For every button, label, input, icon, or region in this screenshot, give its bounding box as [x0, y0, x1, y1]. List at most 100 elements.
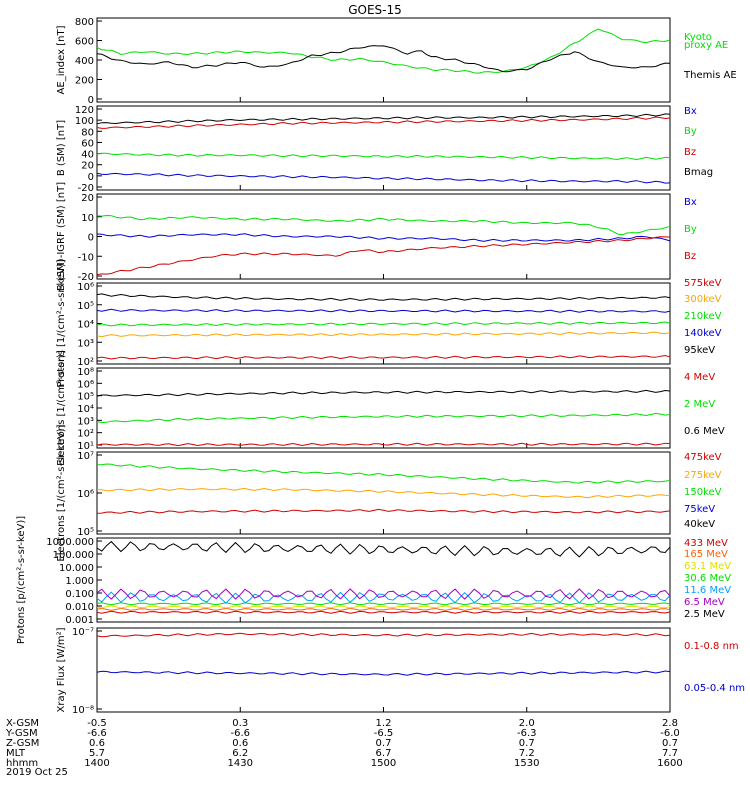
- footer-value: -6.3: [517, 728, 537, 739]
- footer-row-label: Y-GSM: [5, 728, 38, 739]
- series-label: 40keV: [684, 519, 715, 530]
- footer-value: 6.7: [376, 748, 392, 759]
- footer-value: -6.6: [87, 728, 107, 739]
- series-line-2-5-mev: [96, 540, 671, 558]
- y-tick-label: 10²: [77, 429, 94, 440]
- y-tick-label: 100: [75, 116, 94, 127]
- series-line-575kev: [96, 355, 671, 360]
- y-tick-label: 10⁻⁸: [72, 705, 94, 716]
- footer-value: 7.7: [662, 748, 678, 759]
- series-label: 2.5 MeV: [684, 609, 725, 620]
- y-tick-label: 1.000: [65, 576, 94, 587]
- y-tick-label: 10¹: [77, 441, 94, 452]
- panel-4: 10² 10³ 10⁴ 10⁵ 10⁶ Protons [1/(cm²-s-sr-keV)…: [56, 259, 722, 387]
- footer-value: -0.5: [87, 718, 107, 729]
- series-label: By: [684, 224, 697, 235]
- series-line-2-mev: [96, 412, 671, 424]
- series-label: 575keV: [684, 278, 722, 289]
- y-tick-label: 0.001: [65, 615, 94, 626]
- y-tick-label: 10⁴: [77, 320, 94, 331]
- footer-value: 7.2: [519, 748, 535, 759]
- series-line-bx: [96, 233, 671, 242]
- footer-value: 1.2: [376, 718, 392, 729]
- footer-value: 0.6: [232, 738, 248, 749]
- series-line-bz: [96, 116, 671, 129]
- series-label: 6.5 MeV: [684, 597, 725, 608]
- y-tick-label: 0.010: [65, 602, 94, 613]
- series-label: 30.6 MeV: [684, 573, 731, 584]
- series-line-433-mev: [96, 610, 671, 614]
- series-label: By: [684, 126, 697, 137]
- series-line-165-mev: [96, 607, 671, 611]
- footer-value: 0.7: [662, 738, 678, 749]
- y-tick-label: 0: [88, 233, 94, 244]
- footer-value: 1430: [228, 758, 253, 769]
- footer-value: 6.2: [232, 748, 248, 759]
- series-label: 140keV: [684, 328, 722, 339]
- series-label: 0.6 MeV: [684, 426, 725, 437]
- plot-frame: [96, 282, 671, 365]
- series-label: 11.6 MeV: [684, 585, 731, 596]
- y-axis-label: B (SM) [nT]: [56, 120, 67, 176]
- series-line-4-mev: [96, 442, 671, 447]
- series-line-140kev: [96, 308, 671, 313]
- plot-frame: [96, 17, 671, 103]
- series-line-bz: [96, 236, 671, 276]
- y-tick-label: 600: [75, 37, 94, 48]
- footer-value: 2.0: [519, 718, 535, 729]
- y-tick-label: 10³: [77, 416, 94, 427]
- footer-row-label: Z-GSM: [6, 738, 39, 749]
- footer-row-label: MLT: [6, 748, 26, 759]
- series-label: Bx: [684, 106, 697, 117]
- y-tick-label: 40: [81, 150, 94, 161]
- footer-value: 2.8: [662, 718, 678, 729]
- y-tick-label: 0: [88, 95, 94, 106]
- plot-frame: [96, 193, 671, 280]
- y-tick-label: 10⁶: [77, 489, 94, 500]
- series-line-0-1-0-8-nm: [96, 632, 671, 638]
- y-tick-label: -20: [78, 272, 94, 283]
- y-tick-label: 800: [75, 17, 94, 28]
- series-line-475kev: [96, 508, 671, 514]
- y-tick-label: 400: [75, 56, 94, 67]
- series-line-0-05-0-4-nm: [96, 670, 671, 676]
- y-tick-label: 0.100: [65, 589, 94, 600]
- y-tick-label: 10⁵: [77, 392, 94, 403]
- series-label: 150keV: [684, 487, 722, 498]
- series-label: 275keV: [684, 470, 722, 481]
- series-label: 165 MeV: [684, 549, 728, 560]
- footer-row-label: hhmm: [6, 758, 38, 769]
- series-line-by: [96, 214, 671, 236]
- y-tick-label: 20: [81, 161, 94, 172]
- series-label: Bz: [684, 251, 696, 262]
- series-label: 475keV: [684, 452, 722, 463]
- footer-value: 0.7: [376, 738, 392, 749]
- series-line-150kev: [97, 463, 671, 484]
- series-label: 300keV: [684, 294, 722, 305]
- footer-date: 2019 Oct 25: [6, 767, 68, 778]
- series-label: proxy AE: [684, 40, 728, 51]
- y-tick-label: 10⁴: [77, 404, 94, 415]
- y-axis-label: Protons [p/(cm²-s-sr-keV)]: [16, 516, 27, 644]
- footer-value: 0.3: [232, 718, 248, 729]
- footer-value: 1500: [371, 758, 396, 769]
- series-line-30-6-mev: [96, 602, 671, 606]
- y-tick-label: 10.000: [59, 563, 94, 574]
- series-line-11-6-mev: [96, 591, 671, 604]
- footer-value: 0.7: [519, 738, 535, 749]
- series-label: 0.05-0.4 nm: [684, 683, 745, 694]
- panel-6: 10⁵ 10⁶ 10⁷ Electrons [1/(cm²-s-sr-keV)] 475…: [56, 424, 722, 561]
- series-line-210kev: [96, 321, 671, 327]
- series-line-kyoto-proxy-ae: [96, 28, 671, 74]
- y-axis-label: Electrons [1/(cm²-s-sr)]: [56, 350, 67, 466]
- y-tick-label: 10⁵: [77, 527, 94, 538]
- orbit-footer: X-GSM -0.5 0.3 1.2 2.0 2.8 Y-GSM -6.6 -6.6 -6.5 -6…: [5, 718, 683, 769]
- series-label: Bz: [684, 147, 696, 158]
- panel-8: 10⁻⁸ 10⁻⁷ Xray Flux [W/m²] 0.1-0.8 nm 0.05-0…: [56, 627, 745, 716]
- series-label: Bmag: [684, 167, 713, 178]
- series-line-by: [96, 152, 671, 161]
